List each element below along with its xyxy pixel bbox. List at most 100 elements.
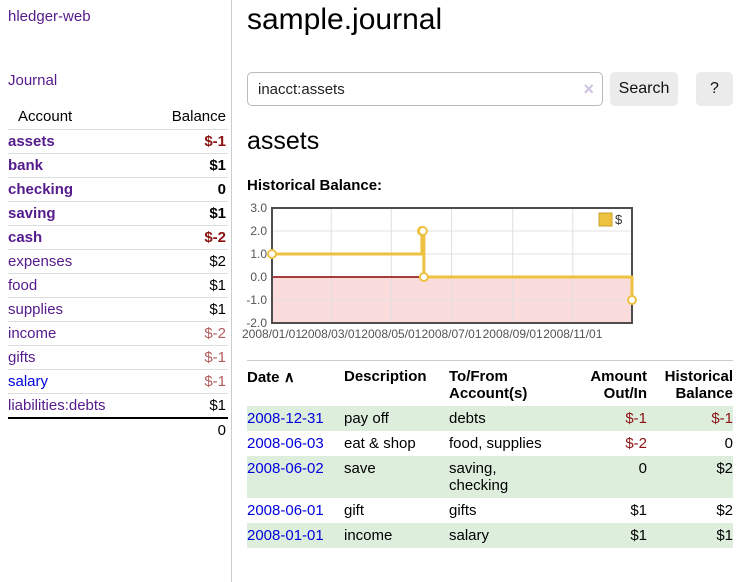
register-balance-cell: $-1 bbox=[711, 410, 733, 427]
register-accounts-cell: saving, checking bbox=[449, 460, 509, 494]
y-axis-tick-label: 1.0 bbox=[250, 247, 267, 261]
account-row: checking 0 bbox=[8, 177, 228, 202]
x-axis-tick-label: 2008/01/01 bbox=[242, 327, 302, 341]
transaction-date-link[interactable]: 2008-06-03 bbox=[247, 435, 324, 452]
search-button[interactable]: Search bbox=[610, 72, 678, 106]
account-link-expenses[interactable]: expenses bbox=[8, 253, 73, 270]
register-date-cell: 2008-06-03 bbox=[247, 431, 344, 456]
page-title: sample.journal bbox=[247, 3, 443, 36]
register-col-accounts: To/From Account(s) bbox=[449, 368, 528, 402]
account-row: salary $-1 bbox=[8, 369, 228, 394]
y-axis-tick-label: 0.0 bbox=[250, 270, 267, 284]
account-name-cell: bank bbox=[8, 154, 149, 178]
account-name-cell: food bbox=[8, 274, 149, 298]
account-row: supplies $1 bbox=[8, 297, 228, 322]
accounts-total-row: 0 bbox=[8, 418, 228, 442]
account-row: gifts $-1 bbox=[8, 345, 228, 370]
search-form: × Search ? bbox=[247, 72, 734, 106]
date-header-label: Date bbox=[247, 369, 280, 386]
account-row: food $1 bbox=[8, 273, 228, 298]
account-row: income $-2 bbox=[8, 321, 228, 346]
sidebar: hledger-web Journal Account Balance asse… bbox=[0, 0, 232, 582]
account-link-cash[interactable]: cash bbox=[8, 229, 43, 246]
x-axis-tick-label: 2008/07/01 bbox=[421, 327, 481, 341]
account-balance: 0 bbox=[217, 181, 226, 198]
balance-column-header: Balance bbox=[171, 108, 226, 125]
clear-search-icon[interactable]: × bbox=[583, 79, 594, 99]
account-balance: $-1 bbox=[204, 373, 226, 390]
register-description-cell: income bbox=[344, 527, 393, 544]
register-row: 2008-06-01 gift gifts $1 $2 bbox=[247, 498, 733, 523]
account-link-liabilities-debts[interactable]: liabilities:debts bbox=[8, 397, 106, 414]
register-amount-cell: $-1 bbox=[625, 410, 647, 427]
account-link-bank[interactable]: bank bbox=[8, 157, 44, 174]
account-balance: $-1 bbox=[204, 349, 226, 366]
y-axis-tick-label: 2.0 bbox=[250, 224, 267, 238]
register-description-cell: gift bbox=[344, 502, 365, 519]
register-description-cell: pay off bbox=[344, 410, 389, 427]
account-column-header: Account bbox=[18, 108, 73, 125]
register-accounts-cell: gifts bbox=[449, 502, 477, 519]
main-content: sample.journal × Search ? assets Histori… bbox=[232, 0, 742, 582]
register-col-balance: Historical Balance bbox=[664, 368, 733, 402]
register-amount-cell: $1 bbox=[630, 502, 647, 519]
transaction-date-link[interactable]: 2008-12-31 bbox=[247, 410, 324, 427]
account-balance: $-1 bbox=[204, 133, 226, 150]
transaction-date-link[interactable]: 2008-06-02 bbox=[247, 460, 324, 477]
data-point-marker bbox=[627, 295, 637, 305]
x-axis-tick-label: 2008/09/01 bbox=[483, 327, 543, 341]
account-name-cell: liabilities:debts bbox=[8, 394, 149, 419]
register-row: 2008-01-01 income salary $1 $1 bbox=[247, 523, 733, 548]
sort-ascending-icon: ∧ bbox=[283, 369, 295, 386]
account-name-cell: gifts bbox=[8, 346, 149, 370]
search-box: × bbox=[247, 72, 603, 106]
account-link-income[interactable]: income bbox=[8, 325, 57, 342]
register-balance-cell: 0 bbox=[724, 435, 733, 452]
register-date-cell: 2008-12-31 bbox=[247, 406, 344, 431]
account-name-cell: expenses bbox=[8, 250, 149, 274]
transaction-date-link[interactable]: 2008-06-01 bbox=[247, 502, 324, 519]
account-balance: $1 bbox=[209, 397, 226, 414]
journal-link[interactable]: Journal bbox=[8, 72, 58, 89]
account-name-cell: assets bbox=[8, 130, 149, 154]
account-row: liabilities:debts $1 bbox=[8, 393, 228, 419]
account-row: cash $-2 bbox=[8, 225, 228, 250]
register-col-amount: Amount Out/In bbox=[590, 368, 647, 402]
register-balance-cell: $2 bbox=[716, 460, 733, 477]
x-axis-tick-label: 2008/05/01 bbox=[361, 327, 421, 341]
account-name-cell: checking bbox=[8, 178, 149, 202]
app-title-link[interactable]: hledger-web bbox=[8, 8, 91, 25]
register-table: Date ∧ Description To/From Account(s) Am… bbox=[247, 360, 733, 548]
account-title: assets bbox=[247, 127, 320, 155]
accounts-table: Account Balance assets $-1 bank $1 checking 0… bbox=[8, 105, 228, 442]
account-link-checking[interactable]: checking bbox=[8, 181, 74, 198]
account-name-cell: cash bbox=[8, 226, 149, 250]
register-description-cell: eat & shop bbox=[344, 435, 416, 452]
account-link-assets[interactable]: assets bbox=[8, 133, 55, 150]
account-balance: $1 bbox=[209, 157, 226, 174]
register-date-cell: 2008-06-02 bbox=[247, 456, 344, 498]
register-amount-cell: $1 bbox=[630, 527, 647, 544]
register-accounts-cell: salary bbox=[449, 527, 490, 544]
transaction-date-link[interactable]: 2008-01-01 bbox=[247, 527, 324, 544]
register-col-date[interactable]: Date ∧ bbox=[247, 361, 344, 407]
legend-swatch bbox=[598, 212, 613, 227]
register-description-cell: save bbox=[344, 460, 376, 477]
register-amount-cell: $-2 bbox=[625, 435, 647, 452]
register-date-cell: 2008-01-01 bbox=[247, 523, 344, 548]
account-link-food[interactable]: food bbox=[8, 277, 38, 294]
register-balance-cell: $1 bbox=[716, 527, 733, 544]
account-link-salary[interactable]: salary bbox=[8, 373, 49, 390]
account-row: expenses $2 bbox=[8, 249, 228, 274]
search-input[interactable] bbox=[248, 73, 602, 105]
register-row: 2008-12-31 pay off debts $-1 $-1 bbox=[247, 406, 733, 431]
account-row: assets $-1 bbox=[8, 129, 228, 154]
account-link-supplies[interactable]: supplies bbox=[8, 301, 64, 318]
account-name-cell: income bbox=[8, 322, 149, 346]
help-button[interactable]: ? bbox=[696, 72, 733, 106]
account-link-saving[interactable]: saving bbox=[8, 205, 56, 222]
account-name-cell: saving bbox=[8, 202, 149, 226]
account-link-gifts[interactable]: gifts bbox=[8, 349, 36, 366]
register-row: 2008-06-03 eat & shop food, supplies $-2 0 bbox=[247, 431, 733, 456]
